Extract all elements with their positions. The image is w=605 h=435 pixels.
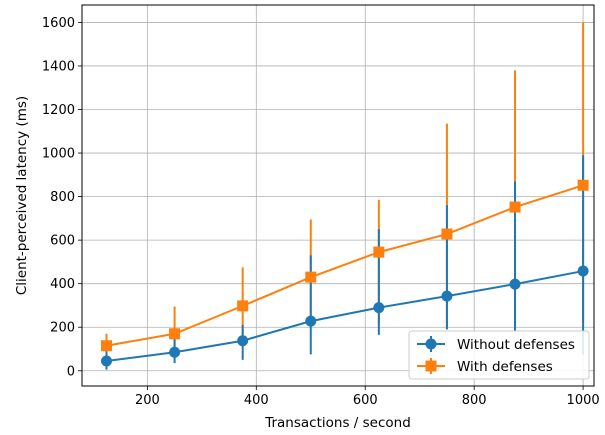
data-point — [509, 201, 521, 213]
data-point — [509, 278, 521, 290]
data-point — [373, 246, 385, 258]
data-point — [305, 315, 317, 327]
legend-entry-without-defenses: Without defenses — [417, 336, 575, 353]
series-lines — [106, 184, 584, 362]
x-tick-label: 200 — [135, 393, 160, 408]
y-tick-label: 200 — [50, 321, 75, 336]
y-tick-label: 600 — [50, 234, 75, 249]
data-point — [237, 335, 249, 347]
data-point — [169, 328, 181, 340]
y-tick-label: 1200 — [42, 103, 75, 118]
series-line — [106, 270, 584, 362]
legend-label: Without defenses — [457, 337, 575, 353]
grid — [82, 5, 594, 386]
series-line — [106, 184, 584, 347]
data-point — [441, 228, 453, 240]
x-tick-label: 400 — [244, 393, 269, 408]
data-point — [577, 265, 589, 277]
data-point — [237, 300, 249, 312]
x-tick-label: 600 — [353, 393, 378, 408]
legend-label: With defenses — [457, 359, 553, 375]
y-tick-label: 1600 — [42, 16, 75, 31]
y-tick-label: 1400 — [42, 59, 75, 74]
data-point — [577, 179, 589, 191]
y-tick-label: 400 — [50, 277, 75, 292]
x-tick-label: 800 — [462, 393, 487, 408]
y-axis-label: Client-perceived latency (ms) — [14, 96, 30, 295]
data-point — [101, 355, 113, 367]
legend-entry-with-defenses: With defenses — [417, 358, 553, 375]
plot-frame — [81, 4, 595, 387]
y-tick-label: 0 — [67, 364, 75, 379]
y-tick-label: 800 — [50, 190, 75, 205]
y-tick-label: 1000 — [42, 147, 75, 162]
legend-box — [408, 330, 590, 380]
data-point — [373, 302, 385, 314]
y-axis: 0 200 400 600 800 1000 1200 1400 1600 — [42, 16, 82, 379]
legend-marker — [425, 338, 437, 350]
x-axis-label: Transactions / second — [264, 415, 411, 431]
error-bars — [105, 22, 585, 370]
series-markers — [101, 179, 589, 367]
x-tick-label: 1000 — [567, 393, 600, 408]
legend-marker — [425, 360, 437, 372]
legend: Without defenses With defenses — [408, 330, 590, 380]
data-point — [169, 346, 181, 358]
data-point — [305, 271, 317, 283]
x-axis: 200 400 600 800 1000 — [135, 386, 600, 408]
data-point — [101, 340, 113, 352]
data-point — [441, 290, 453, 302]
